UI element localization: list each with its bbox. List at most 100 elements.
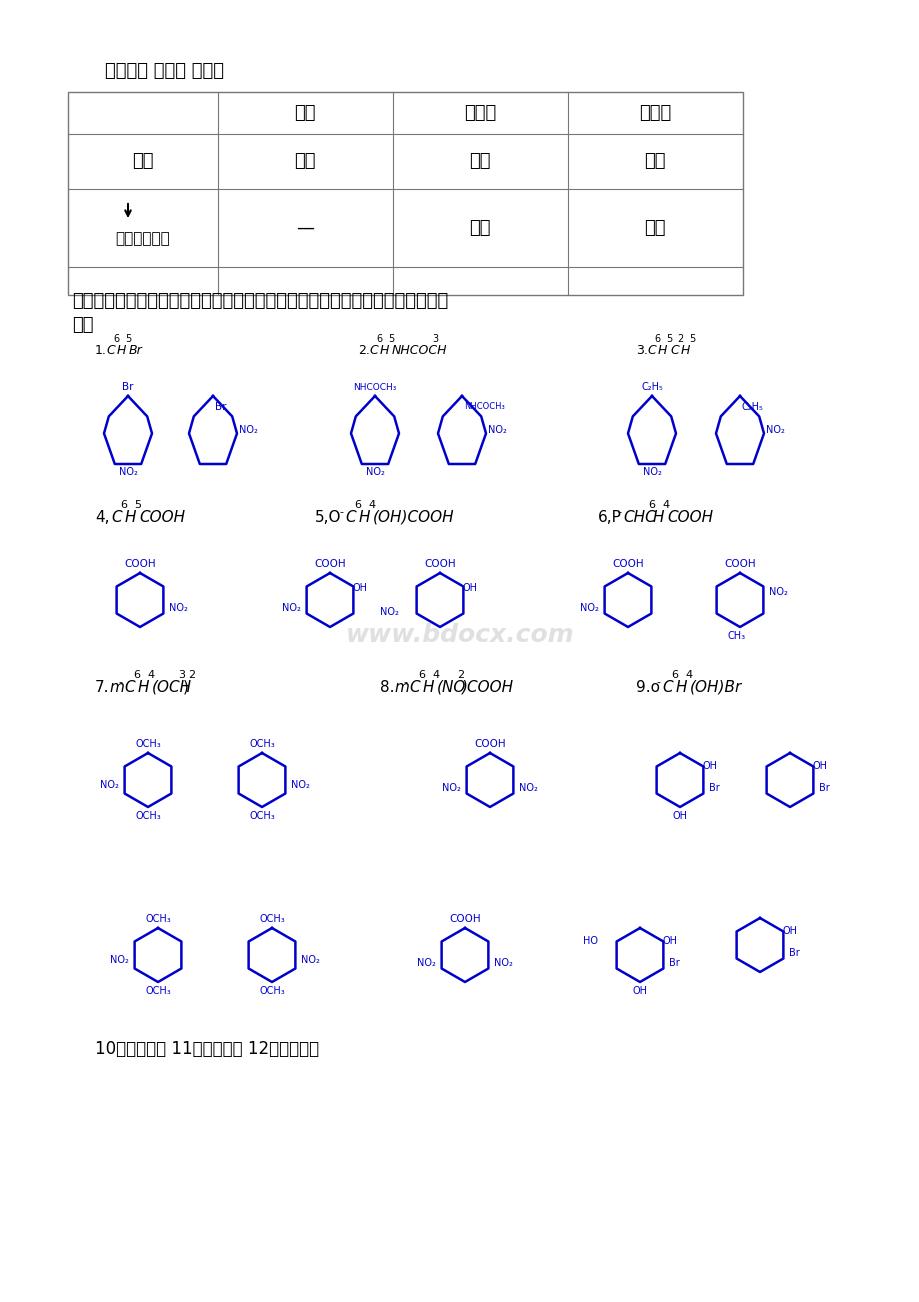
Text: 6: 6 [376, 335, 381, 344]
Text: 9.o: 9.o [635, 680, 659, 695]
Text: m: m [108, 680, 124, 695]
Text: OCH₃: OCH₃ [259, 914, 285, 924]
Text: C: C [662, 680, 672, 695]
Text: OH: OH [663, 936, 677, 947]
Text: 褪色: 褪色 [469, 152, 490, 171]
Text: H: H [380, 344, 389, 357]
Text: NO₂: NO₂ [169, 603, 187, 613]
Text: 6: 6 [653, 335, 660, 344]
Text: COOH: COOH [424, 559, 455, 569]
Text: 硝酸银氨溶液: 硝酸银氨溶液 [116, 232, 170, 246]
Text: 5: 5 [134, 500, 141, 510]
Text: OCH₃: OCH₃ [135, 740, 161, 749]
Text: C: C [111, 510, 121, 525]
Text: Br: Br [215, 402, 226, 411]
Text: COOH: COOH [139, 510, 185, 525]
Text: 苯乙烯: 苯乙烯 [463, 104, 495, 122]
Text: NO₂: NO₂ [766, 424, 784, 435]
Text: -: - [118, 677, 122, 687]
Text: 乙苯: 乙苯 [294, 104, 315, 122]
Text: Br: Br [122, 381, 133, 392]
Text: NO₂: NO₂ [416, 958, 436, 967]
Text: NO₂: NO₂ [290, 780, 310, 790]
Text: 6,P: 6,P [597, 510, 621, 525]
Text: OH: OH [672, 811, 686, 822]
Text: NO₂: NO₂ [380, 607, 399, 617]
Text: NHCOCH: NHCOCH [391, 344, 447, 357]
Text: 6: 6 [119, 500, 127, 510]
Text: H: H [138, 680, 149, 695]
Text: 不变: 不变 [294, 152, 315, 171]
Text: C₂H₅: C₂H₅ [742, 402, 763, 411]
Text: CHC: CHC [622, 510, 655, 525]
Text: 3: 3 [177, 671, 185, 680]
Text: 8.: 8. [380, 680, 394, 695]
Text: 6: 6 [354, 500, 360, 510]
Text: ): ) [183, 680, 188, 695]
Text: 不变: 不变 [469, 219, 490, 237]
Text: -: - [655, 677, 659, 687]
Text: NO₂: NO₂ [580, 603, 598, 613]
Text: OCH₃: OCH₃ [145, 914, 171, 924]
Text: OH: OH [632, 986, 647, 996]
Text: NHCOCH₃: NHCOCH₃ [353, 383, 396, 392]
Text: NO₂: NO₂ [494, 958, 512, 967]
Text: H: H [680, 344, 689, 357]
Text: ）。: ）。 [72, 316, 94, 335]
Text: OCH₃: OCH₃ [145, 986, 171, 996]
Text: NO₂: NO₂ [110, 954, 129, 965]
Text: 4,: 4, [95, 510, 109, 525]
Text: C: C [646, 344, 655, 357]
Text: 5: 5 [388, 335, 394, 344]
Text: C: C [669, 344, 678, 357]
Text: m: m [393, 680, 408, 695]
Text: 5: 5 [125, 335, 131, 344]
Text: (NO: (NO [437, 680, 466, 695]
Text: 褪色: 褪色 [643, 152, 665, 171]
Text: NO₂: NO₂ [301, 954, 320, 965]
Text: H: H [117, 344, 126, 357]
Text: 苯乙炔: 苯乙炔 [638, 104, 670, 122]
Text: 5: 5 [665, 335, 672, 344]
Text: )COOH: )COOH [461, 680, 514, 695]
Text: H: H [358, 510, 370, 525]
Text: COOH: COOH [611, 559, 643, 569]
Text: (OCH: (OCH [152, 680, 192, 695]
Text: 5: 5 [688, 335, 695, 344]
Text: 2: 2 [457, 671, 463, 680]
Text: OCH₃: OCH₃ [135, 811, 161, 822]
Text: (OH)Br: (OH)Br [689, 680, 742, 695]
Text: -: - [338, 506, 343, 517]
Text: —: — [296, 219, 313, 237]
Text: COOH: COOH [124, 559, 155, 569]
Text: OH: OH [782, 926, 797, 936]
Text: H: H [652, 510, 664, 525]
Text: NO₂: NO₂ [442, 783, 460, 793]
Text: (OH)COOH: (OH)COOH [372, 510, 454, 525]
Text: Br: Br [709, 783, 719, 793]
Text: COOH: COOH [666, 510, 712, 525]
Text: 4: 4 [147, 671, 154, 680]
Text: H: H [125, 510, 136, 525]
Text: 1.: 1. [95, 344, 107, 357]
Text: NO₂: NO₂ [518, 783, 538, 793]
Text: OH: OH [353, 583, 368, 592]
Text: 6: 6 [647, 500, 654, 510]
Text: CH₃: CH₃ [727, 631, 745, 641]
Text: 6: 6 [113, 335, 119, 344]
Text: C: C [106, 344, 115, 357]
Text: 4: 4 [432, 671, 438, 680]
Text: COOH: COOH [314, 559, 346, 569]
Text: NO₂: NO₂ [282, 603, 301, 613]
Text: COOH: COOH [723, 559, 755, 569]
Text: OCH₃: OCH₃ [259, 986, 285, 996]
Text: C₂H₅: C₂H₅ [641, 381, 663, 392]
Text: 7.: 7. [95, 680, 109, 695]
Text: OCH₃: OCH₃ [249, 811, 275, 822]
Text: 4: 4 [662, 500, 668, 510]
Text: www.bdocx.com: www.bdocx.com [346, 622, 573, 647]
Text: 4: 4 [368, 500, 375, 510]
Text: NO₂: NO₂ [100, 780, 119, 790]
Text: C: C [124, 680, 134, 695]
Text: 2.: 2. [357, 344, 369, 357]
